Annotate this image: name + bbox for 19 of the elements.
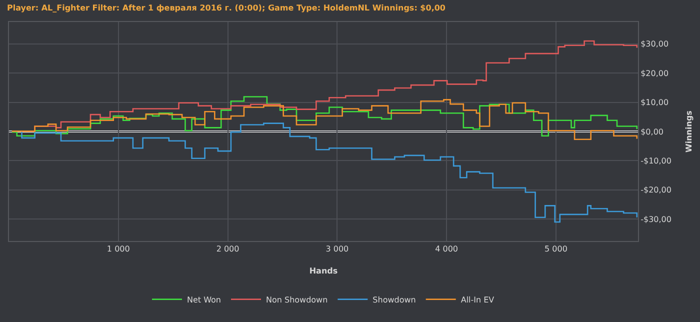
legend-label: All-In EV — [460, 295, 495, 304]
legend-label: Non Showdown — [266, 295, 328, 304]
x-axis-title: Hands — [309, 266, 338, 276]
x-tick-label: 2 000 — [216, 244, 240, 254]
y-tick-label: $20,00 — [640, 68, 669, 78]
y-tick-label: $0,00 — [640, 127, 664, 136]
y-tick-label: $10,00 — [640, 98, 669, 108]
x-tick-label: 1 000 — [106, 244, 130, 254]
y-tick-label: -$10,00 — [640, 156, 672, 166]
y-axis-title: Winnings — [684, 110, 694, 152]
legend-label: Net Won — [187, 295, 221, 304]
y-tick-label: -$20,00 — [640, 186, 672, 195]
legend-label: Showdown — [372, 295, 416, 304]
x-tick-label: 4 000 — [435, 244, 458, 254]
chart-title: Player: AL_Fighter Filter: After 1 февраля 2016 г. (0:00); Game Type: HoldemNL Winnings: $0,00 — [7, 3, 446, 12]
y-tick-label: -$30,00 — [640, 214, 672, 224]
y-tick-label: $30,00 — [640, 40, 669, 49]
x-tick-label: 5 000 — [544, 244, 568, 254]
x-tick-label: 3 000 — [326, 244, 349, 254]
